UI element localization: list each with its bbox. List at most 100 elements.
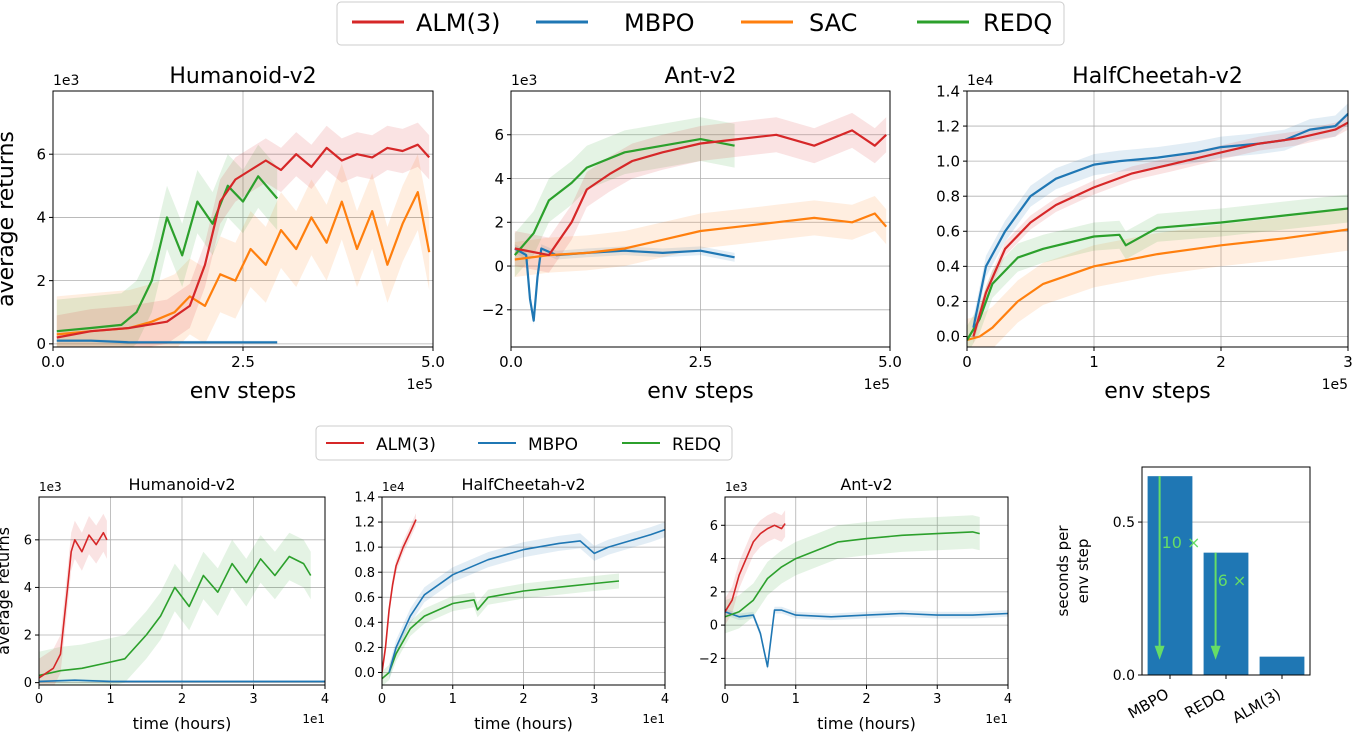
y-tick-label: 0.4: [354, 616, 375, 631]
x-multiplier: 1e5: [407, 377, 433, 393]
legend-bottom-label-redq: REDQ: [672, 435, 721, 455]
x-axis-label: env steps: [190, 379, 297, 404]
bar-category-label: ALM(3): [1229, 685, 1284, 727]
x-tick-label: 3: [933, 692, 941, 707]
chart-title: Humanoid-v2: [128, 475, 235, 494]
y-tick-label: 6: [710, 519, 718, 534]
y-tick-label: 1.2: [354, 516, 375, 531]
x-multiplier: 1e5: [864, 377, 890, 393]
band-redq: [39, 532, 311, 685]
series-line-redq: [39, 555, 312, 677]
y-tick-label: 0.4: [936, 258, 960, 276]
band-alm-3: [725, 510, 786, 626]
bar-mbpo: [1147, 476, 1193, 675]
y-tick-label: 4: [710, 552, 718, 567]
series-line-redq: [56, 175, 279, 333]
axes-frame: [52, 90, 434, 348]
band-mbpo: [725, 606, 1008, 670]
series-line-mbpo: [388, 528, 665, 673]
x-tick-label: 2: [178, 692, 186, 707]
chart-title: HalfCheetah-v2: [1072, 64, 1243, 89]
band-redq: [725, 515, 980, 634]
y-tick-label: 0.2: [936, 293, 960, 311]
x-tick-label: 4: [321, 692, 329, 707]
band-sac: [967, 208, 1348, 347]
series-line-redq: [967, 207, 1348, 341]
legend-label-redq: REDQ: [983, 9, 1052, 37]
series-line-alm-3: [972, 121, 1348, 337]
y-tick-label: 2: [36, 272, 46, 290]
legend-label-alm: ALM(3): [416, 9, 501, 37]
series-line-sac: [514, 212, 888, 261]
x-tick-label: 0: [35, 692, 43, 707]
y-tick-label: 2: [710, 585, 718, 600]
series-line-mbpo: [514, 247, 735, 322]
x-axis-label: time (hours): [474, 714, 573, 733]
series-line-alm-3: [39, 531, 108, 679]
series-line-mbpo: [39, 679, 325, 683]
series-line-alm-3: [725, 523, 786, 613]
series-line-redq: [513, 138, 735, 256]
x-tick-label: 0: [721, 692, 729, 707]
series-line-redq: [725, 531, 980, 618]
x-tick-label: 2: [519, 692, 527, 707]
x-tick-label: 4: [661, 692, 669, 707]
series-line-redq: [382, 580, 620, 680]
chart-title: Ant-v2: [665, 64, 737, 89]
axes-frame: [1141, 466, 1311, 676]
axes-frame: [381, 496, 666, 686]
y-tick-label: 1.2: [936, 117, 960, 135]
chart-top-halfcheetah: 0 1 2 3 0.0 0.2 0.4 0.6 0.8 1.0 1.2 1.4 HalfCheetah-…: [936, 64, 1353, 404]
y-multiplier: 1e3: [511, 73, 537, 89]
axes-frame: [510, 90, 891, 348]
series-line-sac: [56, 191, 431, 336]
x-tick-label: 2: [1216, 353, 1226, 371]
band-mbpo: [389, 522, 665, 680]
bar-alm-3: [1259, 656, 1305, 675]
x-tick-label: 0.0: [41, 353, 65, 371]
y-multiplier: 1e3: [725, 480, 748, 494]
y-axis-label: average returns: [0, 131, 19, 307]
x-axis-label: time (hours): [133, 714, 232, 733]
x-tick-label: 2.5: [231, 353, 255, 371]
legend-bottom-frame: [315, 425, 733, 461]
series-line-alm-3: [514, 129, 887, 257]
axes-frame: [966, 90, 1349, 348]
y-tick-label: 0.6: [354, 591, 375, 606]
x-axis-label: env steps: [647, 379, 754, 404]
band-redq: [382, 573, 619, 685]
x-multiplier: 1e1: [642, 712, 665, 726]
x-axis-label: env steps: [1104, 379, 1211, 404]
x-multiplier: 1e5: [1322, 377, 1348, 393]
x-multiplier: 1e1: [985, 712, 1008, 726]
band-redq: [514, 117, 735, 277]
y-tick-label: 6: [494, 126, 504, 144]
y-tick-label: 4: [24, 581, 32, 596]
y-axis-label: average returns: [0, 527, 13, 655]
band-sac: [56, 154, 430, 347]
speedup-arrow-head: [1154, 645, 1165, 660]
y-tick-label: 1.4: [354, 491, 375, 506]
legend-bottom: ALM(3) MBPO REDQ: [315, 425, 733, 461]
series-line-alm-3: [382, 519, 417, 673]
y-tick-label: 0: [710, 619, 718, 634]
y-tick-label: 0.5: [1113, 515, 1135, 531]
y-tick-label: 4: [36, 209, 46, 227]
chart-bot-halfcheetah: 0 1 2 3 4 0.0 0.2 0.4 0.6 0.8 1.0 1.2 1.4 HalfCheetah…: [354, 475, 669, 733]
legend-top: ALM(3) MBPO SAC REDQ: [336, 1, 1065, 46]
x-tick-label: 3: [590, 692, 598, 707]
x-tick-label: 3: [249, 692, 257, 707]
x-axis-label: time (hours): [817, 714, 916, 733]
axes-frame: [38, 496, 326, 686]
series-line-mbpo: [56, 339, 278, 344]
band-sac: [514, 196, 887, 277]
y-tick-label: −2: [699, 652, 718, 667]
x-tick-label: 5.0: [878, 353, 902, 371]
x-tick-label: 0: [378, 692, 386, 707]
x-tick-label: 1: [449, 692, 457, 707]
y-multiplier: 1e3: [39, 480, 62, 494]
x-tick-label: 0.0: [499, 353, 523, 371]
y-axis-label: seconds per: [1054, 525, 1072, 617]
y-multiplier: 1e4: [382, 480, 405, 494]
x-tick-label: 0: [962, 353, 972, 371]
